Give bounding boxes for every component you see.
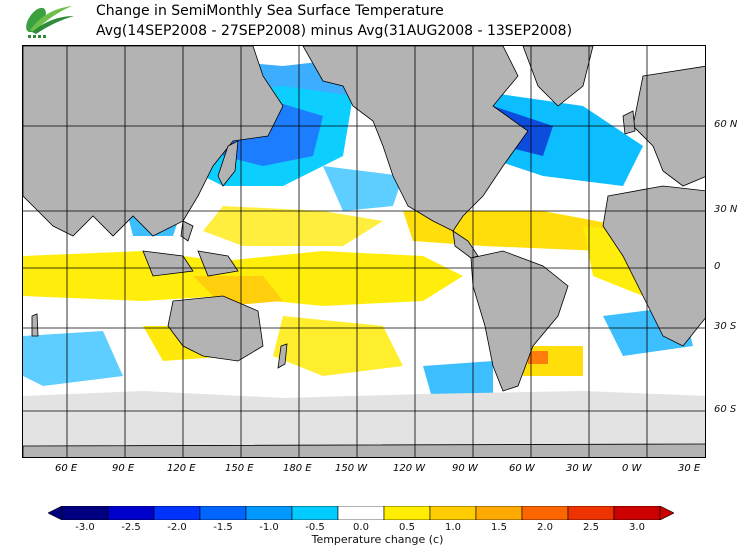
colorbar-tick-label: 0.5 [399, 522, 415, 533]
colorbar-swatch [613, 505, 661, 521]
lon-label: 120 E [167, 463, 196, 474]
colorbar-swatches [47, 505, 675, 521]
colorbar-swatch [383, 505, 431, 521]
lat-label: 30 N [714, 204, 738, 215]
lat-label: 60 S [714, 404, 737, 415]
colorbar-swatch [199, 505, 247, 521]
lon-label: 30 E [678, 463, 701, 474]
colorbar-label: Temperature change (c) [311, 533, 444, 546]
colorbar-swatch [567, 505, 615, 521]
colorbar-tick-label: -1.5 [213, 522, 233, 533]
colorbar-low-arrow [47, 505, 63, 521]
colorbar-swatch [291, 505, 339, 521]
colorbar-swatch [337, 505, 385, 521]
colorbar-tick-label: -1.0 [259, 522, 279, 533]
colorbar-swatch [245, 505, 293, 521]
sst-change-map [22, 45, 706, 458]
title-line-1: Change in SemiMonthly Sea Surface Temper… [96, 3, 444, 19]
colorbar-tick-label: -0.5 [305, 522, 325, 533]
lon-label: 30 W [566, 463, 592, 474]
lon-label: 150 E [225, 463, 254, 474]
lon-label: 60 W [509, 463, 535, 474]
colorbar-tick-label: 1.0 [445, 522, 461, 533]
colorbar-swatch [521, 505, 569, 521]
colorbar-tick-label: 3.0 [629, 522, 645, 533]
lon-label: 150 W [335, 463, 368, 474]
colorbar-tick-label: 2.0 [537, 522, 553, 533]
title-line-2: Avg(14SEP2008 - 27SEP2008) minus Avg(31A… [96, 23, 573, 39]
colorbar [47, 505, 675, 521]
title-block: Change in SemiMonthly Sea Surface Temper… [96, 1, 572, 41]
colorbar-swatch [153, 505, 201, 521]
colorbar-tick-label: 0.0 [353, 522, 369, 533]
colorbar-swatch [107, 505, 155, 521]
colorbar-tick-label: 2.5 [583, 522, 599, 533]
colorbar-tick-label: -2.0 [167, 522, 187, 533]
lon-label: 90 E [112, 463, 135, 474]
colorbar-swatch [61, 505, 109, 521]
lat-label: 30 S [714, 321, 737, 332]
colorbar-swatch [429, 505, 477, 521]
colorbar-tick-label: -2.5 [121, 522, 141, 533]
lon-label: 60 E [55, 463, 78, 474]
lon-label: 180 E [283, 463, 312, 474]
colorbar-tick-label: -3.0 [75, 522, 95, 533]
lon-label: 90 W [452, 463, 478, 474]
lat-label: 60 N [714, 119, 738, 130]
colorbar-tick-label: 1.5 [491, 522, 507, 533]
lon-label: 120 W [393, 463, 426, 474]
lon-label: 0 W [622, 463, 642, 474]
colorbar-high-arrow [659, 505, 675, 521]
leaf-logo-icon [26, 6, 74, 38]
agency-logo [22, 2, 76, 42]
map-canvas [23, 46, 705, 457]
colorbar-swatch [475, 505, 523, 521]
lat-label: 0 [714, 261, 721, 272]
